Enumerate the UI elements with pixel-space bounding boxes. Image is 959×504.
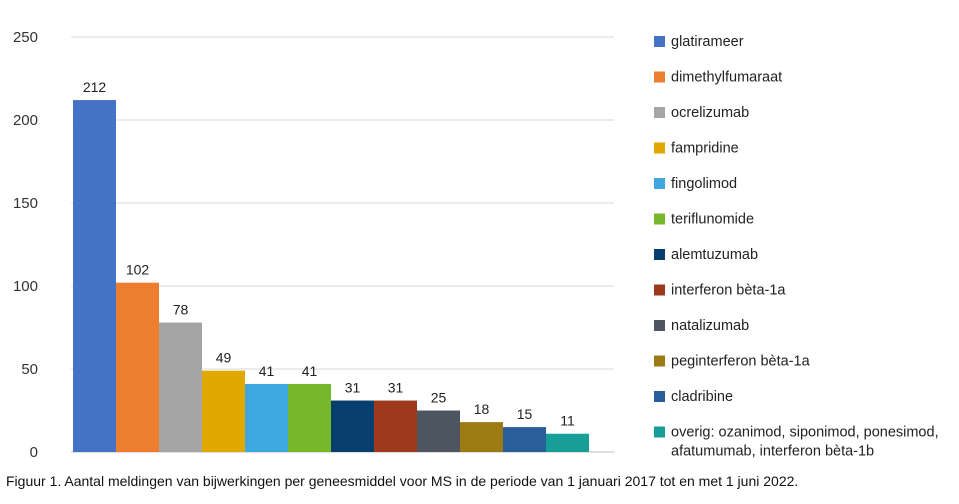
bar-value-label: 212 — [83, 79, 107, 95]
legend-label: interferon bèta-1a — [671, 283, 786, 299]
y-tick-label: 0 — [30, 444, 38, 461]
bar — [245, 383, 288, 452]
legend-label: cladribine — [671, 389, 733, 405]
legend-swatch — [654, 284, 665, 296]
legend-swatch — [654, 142, 665, 154]
legend-item: interferon bèta-1a — [654, 283, 786, 299]
bar-value-label: 31 — [388, 380, 404, 396]
legend-item: overig: ozanimod, siponimod, ponesimod, a… — [654, 425, 939, 460]
y-tick-label: 150 — [13, 195, 38, 212]
legend-label: peginterferon bèta-1a — [671, 354, 811, 370]
bar-value-label: 15 — [517, 406, 533, 422]
legend-swatch — [654, 107, 665, 118]
y-tick-label: 100 — [13, 278, 38, 295]
legend-label: fingolimod — [671, 176, 737, 192]
bar-value-label: 41 — [259, 363, 275, 379]
legend-item: alemtuzumab — [654, 247, 758, 263]
bar — [159, 322, 202, 452]
legend-label: ocrelizumab — [671, 105, 749, 121]
legend-label: natalizumab — [671, 318, 749, 334]
legend-item: teriflunomide — [654, 212, 754, 228]
bar-value-label: 102 — [126, 262, 150, 278]
legend-label: teriflunomide — [671, 212, 754, 228]
bar — [417, 410, 460, 452]
legend-swatch — [654, 178, 665, 189]
legend-swatch — [654, 355, 665, 367]
bar-value-label: 49 — [216, 350, 232, 366]
bar-value-label: 11 — [560, 413, 575, 429]
legend-swatch — [654, 249, 665, 260]
legend-label: glatirameer — [671, 34, 744, 50]
y-tick-label: 250 — [13, 29, 38, 46]
bar — [116, 282, 159, 452]
legend-item: fampridine — [654, 141, 739, 157]
bars — [73, 100, 589, 452]
bar — [374, 400, 417, 452]
bar — [288, 383, 331, 452]
legend-label: alemtuzumab — [671, 247, 758, 263]
figure-caption: Figuur 1. Aantal meldingen van bijwerkin… — [6, 473, 798, 489]
legend-item: peginterferon bèta-1a — [654, 354, 811, 370]
legend-item: cladribine — [654, 389, 733, 405]
legend: glatirameer dimethylfumaraat ocrelizumab fa… — [654, 34, 939, 460]
legend-item: glatirameer — [654, 34, 744, 50]
legend-swatch — [654, 426, 665, 438]
legend-label: afatumumab, interferon bèta-1b — [671, 444, 874, 460]
bar — [202, 370, 245, 452]
legend-label: overig: ozanimod, siponimod, ponesimod, — [671, 425, 939, 441]
legend-swatch — [654, 320, 665, 331]
legend-item: ocrelizumab — [654, 105, 749, 121]
legend-item: dimethylfumaraat — [654, 70, 782, 86]
bar-value-label: 31 — [345, 380, 361, 396]
bar — [546, 433, 589, 452]
bar-value-label: 18 — [474, 401, 490, 417]
y-tick-label: 50 — [21, 361, 38, 378]
bar — [73, 100, 116, 452]
legend-label: fampridine — [671, 141, 739, 157]
bar — [331, 400, 374, 452]
legend-item: natalizumab — [654, 318, 749, 334]
data-labels: 212 102 78 49 41 41 31 31 25 18 15 11 — [83, 79, 575, 429]
legend-swatch — [654, 213, 665, 225]
y-tick-label: 200 — [13, 112, 38, 129]
legend-swatch — [654, 71, 665, 83]
legend-item: fingolimod — [654, 176, 737, 192]
bar-value-label: 25 — [431, 390, 447, 406]
legend-swatch — [654, 391, 665, 402]
bar-value-label: 78 — [173, 302, 189, 318]
legend-label: dimethylfumaraat — [671, 70, 782, 86]
y-axis: 0 50 100 150 200 250 — [13, 29, 38, 461]
bar — [460, 422, 503, 452]
legend-swatch — [654, 36, 665, 47]
bar — [503, 427, 546, 452]
bar-value-label: 41 — [302, 363, 318, 379]
